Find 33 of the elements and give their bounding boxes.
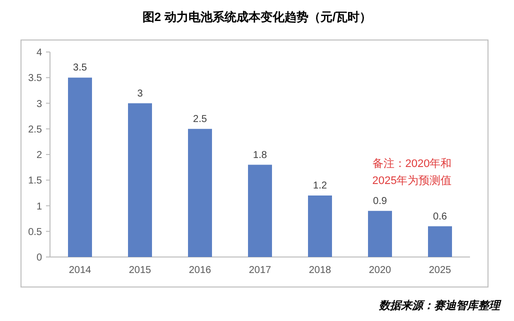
y-tick-label: 1.5 bbox=[28, 176, 42, 187]
y-tick-label: 0 bbox=[36, 252, 42, 264]
x-tick-label: 2020 bbox=[368, 265, 392, 276]
x-tick-label: 2014 bbox=[68, 265, 92, 276]
bar bbox=[68, 78, 92, 257]
y-tick-label: 3 bbox=[36, 98, 42, 110]
x-tick-label: 2025 bbox=[428, 265, 452, 276]
y-tick-label: 3.5 bbox=[28, 73, 42, 84]
data-label: 3.5 bbox=[73, 62, 88, 74]
data-label: 3 bbox=[137, 88, 144, 100]
x-tick-label: 2015 bbox=[128, 265, 152, 276]
x-tick-label: 2016 bbox=[188, 265, 212, 276]
bar bbox=[128, 103, 152, 257]
data-label: 2.5 bbox=[193, 114, 208, 125]
annotation: 备注：2020年和 2025年为预测值 bbox=[372, 157, 452, 187]
source-note: 数据来源：赛迪智库整理 bbox=[378, 299, 502, 312]
bar bbox=[368, 210, 392, 257]
x-tick-label: 2017 bbox=[248, 265, 272, 276]
data-label: 1.8 bbox=[253, 150, 268, 161]
data-label: 1.2 bbox=[313, 180, 328, 192]
bar bbox=[248, 164, 272, 257]
bar bbox=[308, 196, 332, 257]
bar bbox=[428, 226, 452, 257]
y-tick-label: 4 bbox=[36, 48, 42, 58]
data-label: 0.9 bbox=[373, 196, 388, 207]
y-tick-label: 2 bbox=[36, 150, 42, 161]
chart-title: 图2 动力电池系统成本变化趋势（元/瓦时） bbox=[142, 10, 372, 24]
y-tick-label: 1 bbox=[36, 201, 42, 212]
x-tick-label: 2018 bbox=[308, 265, 332, 276]
y-tick-label: 2.5 bbox=[28, 124, 42, 136]
data-label: 0.6 bbox=[433, 211, 448, 222]
bar bbox=[188, 128, 212, 257]
y-tick-label: 0.5 bbox=[28, 226, 42, 238]
